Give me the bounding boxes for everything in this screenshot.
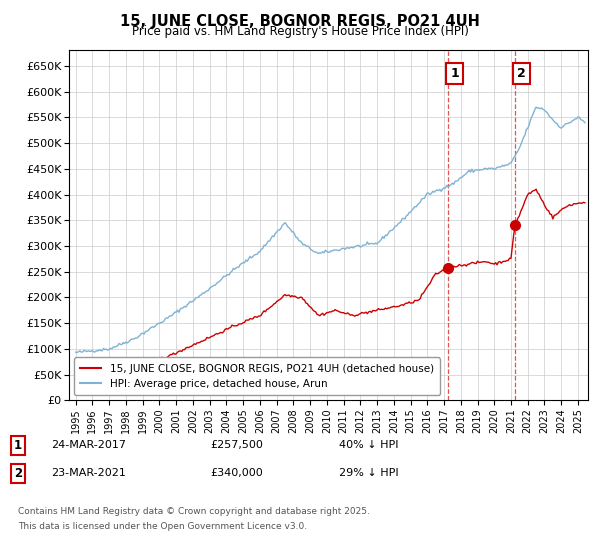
Text: £257,500: £257,500 (210, 440, 263, 450)
Text: Price paid vs. HM Land Registry's House Price Index (HPI): Price paid vs. HM Land Registry's House … (131, 25, 469, 38)
Text: Contains HM Land Registry data © Crown copyright and database right 2025.: Contains HM Land Registry data © Crown c… (18, 507, 370, 516)
Legend: 15, JUNE CLOSE, BOGNOR REGIS, PO21 4UH (detached house), HPI: Average price, det: 15, JUNE CLOSE, BOGNOR REGIS, PO21 4UH (… (74, 357, 440, 395)
Text: 24-MAR-2017: 24-MAR-2017 (51, 440, 126, 450)
Text: 23-MAR-2021: 23-MAR-2021 (51, 468, 126, 478)
Text: 2: 2 (14, 466, 22, 480)
Text: 1: 1 (14, 438, 22, 452)
Text: 2: 2 (517, 67, 526, 80)
Text: 1: 1 (450, 67, 459, 80)
Text: 29% ↓ HPI: 29% ↓ HPI (339, 468, 398, 478)
Text: 15, JUNE CLOSE, BOGNOR REGIS, PO21 4UH: 15, JUNE CLOSE, BOGNOR REGIS, PO21 4UH (120, 14, 480, 29)
Text: £340,000: £340,000 (210, 468, 263, 478)
Text: 40% ↓ HPI: 40% ↓ HPI (339, 440, 398, 450)
Text: This data is licensed under the Open Government Licence v3.0.: This data is licensed under the Open Gov… (18, 522, 307, 531)
